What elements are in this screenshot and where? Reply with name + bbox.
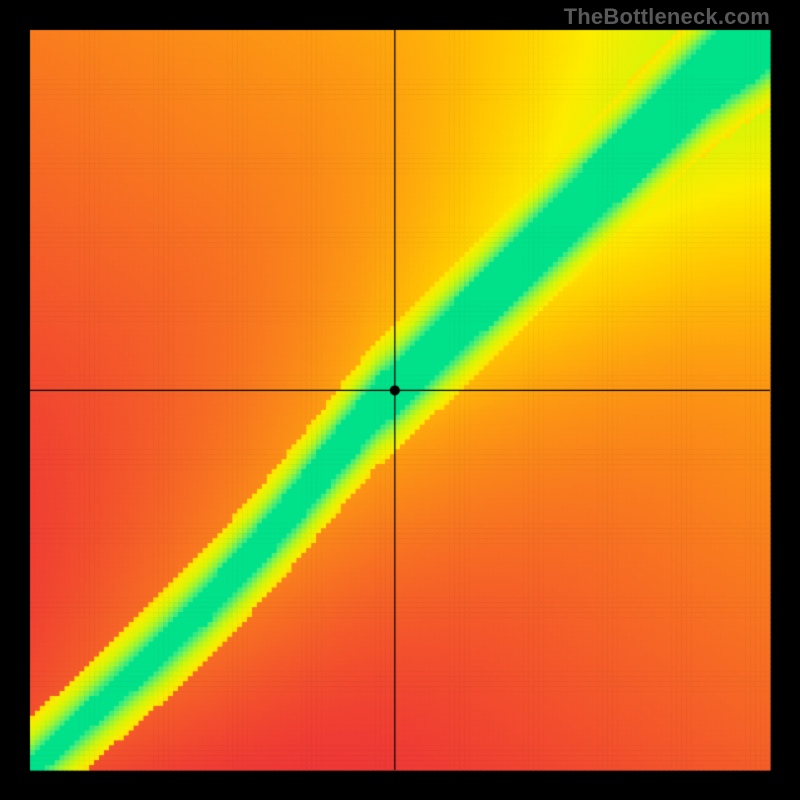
watermark-text: TheBottleneck.com bbox=[564, 4, 770, 30]
chart-frame: { "watermark": { "text": "TheBottleneck.… bbox=[0, 0, 800, 800]
bottleneck-heatmap bbox=[0, 0, 800, 800]
